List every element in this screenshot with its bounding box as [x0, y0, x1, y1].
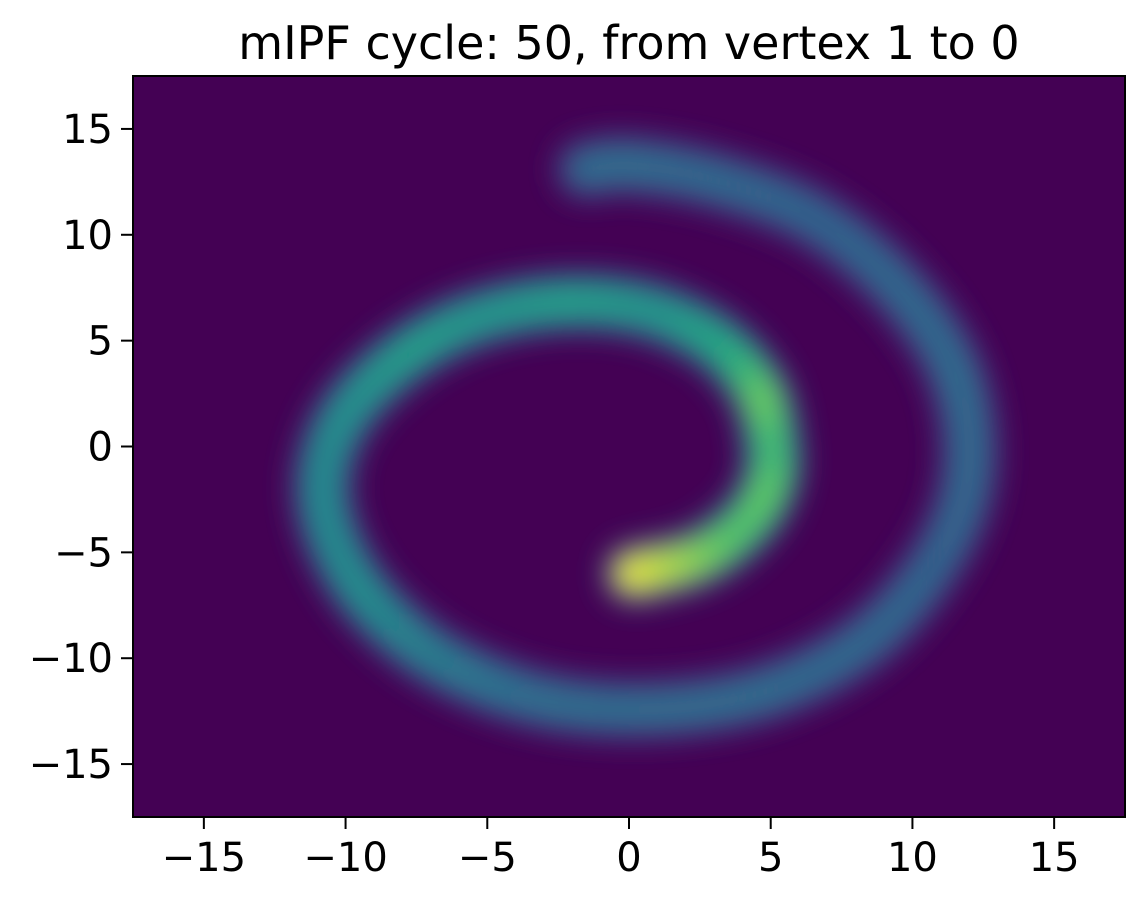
density-band — [292, 134, 1000, 740]
x-tick-label: 5 — [758, 835, 783, 881]
x-tick-label: −10 — [303, 835, 387, 881]
y-tick-label: 15 — [62, 107, 113, 153]
y-tick-label: −5 — [54, 530, 113, 576]
density-core — [568, 151, 605, 188]
y-tick-label: 0 — [88, 425, 113, 471]
x-tick-label: −5 — [458, 835, 517, 881]
x-tick-label: 0 — [616, 835, 641, 881]
y-tick-label: −15 — [29, 742, 113, 788]
y-tick-label: 5 — [88, 319, 113, 365]
x-tick-label: 10 — [887, 835, 938, 881]
y-axis: −15 −10 −5 0 5 10 15 — [29, 107, 133, 788]
chart-title: mIPF cycle: 50, from vertex 1 to 0 — [238, 16, 1019, 70]
x-tick-label: −15 — [162, 835, 246, 881]
x-tick-label: 15 — [1029, 835, 1080, 881]
y-tick-label: −10 — [29, 636, 113, 682]
x-axis: −15 −10 −5 0 5 10 15 — [162, 817, 1080, 881]
density-layer — [292, 134, 1000, 740]
y-tick-label: 10 — [62, 213, 113, 259]
